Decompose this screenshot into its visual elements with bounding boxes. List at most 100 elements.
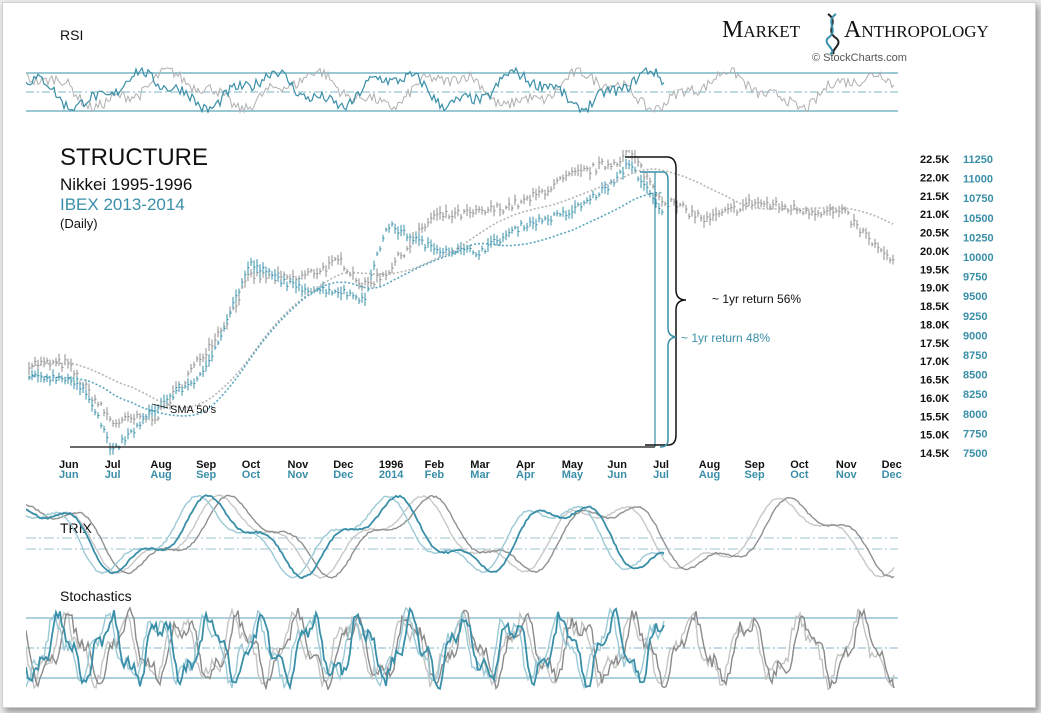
x-tick-label-ibex: Dec [333, 469, 353, 481]
trix-panel: TRIX [26, 494, 898, 580]
y-right-tick-label: 9500 [963, 291, 987, 303]
x-tick-label-nikkei: May [562, 459, 584, 471]
x-tick-label-ibex: Dec [882, 469, 902, 481]
x-tick-label-nikkei: Aug [699, 459, 720, 471]
y-right-tick-label: 9000 [963, 330, 987, 342]
x-tick-label-ibex: Jul [653, 469, 669, 481]
x-tick-label-ibex: Jun [59, 469, 79, 481]
x-tick-label-nikkei: Apr [516, 459, 536, 471]
rsi-label: RSI [60, 27, 83, 43]
x-tick-label-ibex: Apr [516, 469, 536, 481]
ibex-return-brace [640, 171, 677, 448]
y-right-tick-label: 9250 [963, 311, 987, 323]
y-right-tick-label: 8750 [963, 350, 987, 362]
frequency-note: (Daily) [60, 216, 98, 231]
source-credit: © StockCharts.com [812, 52, 907, 64]
trix-nikkei-line [26, 494, 895, 579]
brand-block: Market Anthropology © StockCharts.com [722, 13, 989, 64]
y-right-tick-label: 11000 [963, 174, 993, 186]
x-tick-label-nikkei: Oct [242, 459, 261, 471]
y-right-tick-label: 10750 [963, 193, 994, 205]
y-right-tick-label: 7750 [963, 428, 987, 440]
y-left-tick-label: 20.5K [920, 228, 949, 240]
y-left-tick-label: 22.0K [920, 172, 949, 184]
y-left-tick-label: 21.5K [920, 191, 949, 203]
brand-name-left: Market [722, 17, 801, 43]
y-left-tick-label: 15.0K [920, 430, 949, 442]
rsi-panel: RSI [26, 27, 898, 114]
trix-nikkei-signal [26, 494, 895, 579]
y-right-tick-label: 10000 [963, 252, 994, 264]
x-tick-label-nikkei: Nov [836, 459, 858, 471]
ibex-return-annotation: ~ 1yr return 48% [681, 331, 770, 345]
y-left-tick-label: 18.0K [920, 319, 949, 331]
y-left-tick-label: 15.5K [920, 411, 949, 423]
main-panel: STRUCTURE Nikkei 1995-1996 IBEX 2013-201… [28, 144, 994, 481]
x-tick-label-nikkei: Mar [470, 459, 490, 471]
nikkei-sma-50 [28, 168, 894, 409]
y-left-tick-label: 17.5K [920, 338, 949, 350]
x-tick-label-ibex: Mar [470, 469, 490, 481]
stoch-nikkei-line [26, 606, 895, 690]
y-left-tick-label: 20.0K [920, 246, 949, 258]
y-right-tick-label: 8500 [963, 370, 987, 382]
x-tick-label-ibex: Sep [745, 469, 765, 481]
y-left-tick-label: 16.0K [920, 393, 949, 405]
y-left-tick-label: 14.5K [920, 448, 949, 460]
x-tick-label-nikkei: Nov [288, 459, 310, 471]
x-tick-label-ibex: Aug [699, 469, 720, 481]
y-left-tick-label: 16.5K [920, 375, 949, 387]
x-tick-label-nikkei: Jun [607, 459, 627, 471]
y-left-tick-label: 21.0K [920, 209, 949, 221]
y-left-tick-label: 22.5K [920, 154, 949, 166]
y-right-tick-label: 10500 [963, 213, 994, 225]
x-tick-label-nikkei: 1996 [379, 459, 403, 471]
y-right-tick-label: 10250 [963, 232, 994, 244]
x-tick-label-ibex: 2014 [379, 469, 404, 481]
stoch-ibex-line [26, 606, 665, 690]
y-left-tick-label: 17.0K [920, 356, 949, 368]
y-right-tick-label: 8000 [963, 409, 987, 421]
x-tick-label-ibex: Jul [105, 469, 121, 481]
x-tick-label-ibex: Feb [425, 469, 445, 481]
x-tick-label-ibex: Nov [288, 469, 310, 481]
nikkei-return-brace [625, 156, 687, 446]
nikkei-return-annotation: ~ 1yr return 56% [712, 292, 801, 306]
x-tick-label-ibex: Oct [242, 469, 261, 481]
y-right-tick-label: 7500 [963, 448, 987, 460]
x-tick-label-ibex: Sep [196, 469, 216, 481]
x-tick-label-ibex: Nov [836, 469, 858, 481]
x-tick-label-nikkei: Oct [790, 459, 809, 471]
x-tick-label-nikkei: Aug [150, 459, 171, 471]
ibex-sma-50 [28, 191, 663, 417]
stochastics-label: Stochastics [60, 588, 132, 604]
x-tick-label-ibex: Jun [607, 469, 627, 481]
y-right-tick-label: 11250 [963, 154, 993, 166]
x-tick-label-nikkei: Feb [425, 459, 445, 471]
y-left-tick-label: 19.0K [920, 283, 949, 295]
stochastics-panel: Stochastics [26, 588, 898, 690]
x-tick-label-nikkei: Jul [653, 459, 669, 471]
sma-annotation: SMA 50's [170, 404, 217, 416]
series-name-ibex: IBEX 2013-2014 [60, 195, 185, 214]
x-tick-label-nikkei: Sep [745, 459, 765, 471]
x-tick-label-nikkei: Jun [59, 459, 79, 471]
y-right-tick-label: 9750 [963, 272, 987, 284]
rsi-ibex-line [26, 66, 665, 114]
x-tick-label-nikkei: Dec [882, 459, 902, 471]
rsi-nikkei-line [26, 67, 895, 114]
y-right-tick-label: 8250 [963, 389, 987, 401]
x-tick-label-nikkei: Jul [105, 459, 121, 471]
x-tick-label-ibex: Oct [790, 469, 809, 481]
x-tick-label-ibex: May [562, 469, 584, 481]
x-tick-label-nikkei: Dec [333, 459, 353, 471]
y-left-tick-label: 18.5K [920, 301, 949, 313]
x-tick-label-ibex: Aug [150, 469, 171, 481]
series-name-nikkei: Nikkei 1995-1996 [60, 175, 192, 194]
y-left-tick-label: 19.5K [920, 264, 949, 276]
dna-logo-icon [825, 13, 840, 55]
x-tick-label-nikkei: Sep [196, 459, 216, 471]
trix-ibex-line [26, 494, 665, 580]
